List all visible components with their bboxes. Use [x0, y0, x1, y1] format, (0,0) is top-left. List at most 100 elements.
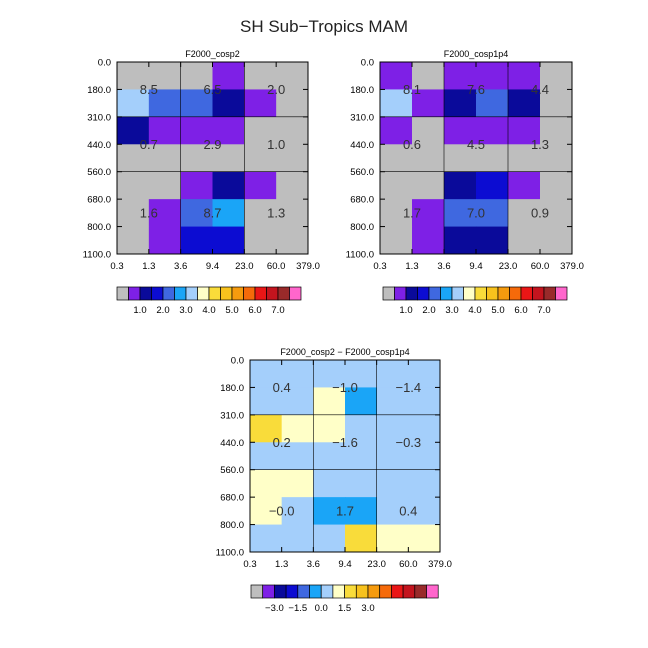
heatmap-cell [412, 116, 445, 145]
colorbar-swatch [162, 286, 175, 301]
heatmap-cell [117, 226, 150, 255]
heatmap-cell [380, 144, 413, 173]
colorbar-label: 4.0 [202, 305, 215, 316]
heatmap-cell [180, 171, 213, 200]
colorbar-swatch [355, 584, 369, 599]
colorbar-swatch [394, 286, 407, 301]
colorbar-swatch [332, 584, 345, 599]
x-tick-label: 23.0 [367, 559, 386, 570]
box-value-label: 0.7 [140, 137, 158, 152]
colorbar-swatch [379, 584, 392, 599]
colorbar-label: 7.0 [271, 305, 284, 316]
colorbar-swatch [440, 286, 453, 301]
heatmap-cell [476, 144, 509, 173]
box-value-label: 8.1 [403, 82, 421, 97]
colorbar-label: 5.0 [225, 305, 238, 316]
colorbar-swatch [414, 584, 427, 599]
heatmap-cell [281, 524, 314, 553]
box-value-label: 0.4 [399, 503, 417, 518]
colorbar-swatch [391, 584, 404, 599]
heatmap-cell [117, 171, 150, 200]
y-tick-label: 800.0 [220, 520, 244, 531]
heatmap-cell [508, 226, 541, 255]
heatmap-cell [444, 62, 477, 90]
box-value-label: 1.3 [531, 137, 549, 152]
heatmap-cell [476, 89, 509, 118]
colorbar-swatch [266, 286, 279, 301]
heatmap-cell [244, 144, 277, 173]
colorbar-swatch [116, 286, 129, 301]
colorbar-swatch [285, 584, 299, 599]
heatmap-cell [345, 442, 378, 471]
heatmap-cell [412, 144, 445, 173]
x-tick-label: 23.0 [499, 261, 518, 272]
heatmap-cell [380, 199, 413, 227]
colorbar-cosp1p4: 1.0 2.0 3.0 4.0 5.0 6.0 7.0 [382, 286, 568, 316]
heatmap-cell [244, 226, 277, 255]
box-value-label: 8.5 [140, 82, 158, 97]
heatmap-cell [380, 89, 413, 118]
heatmap-cell [250, 414, 283, 443]
heatmap-cell [313, 469, 346, 498]
heatmap-cell [540, 171, 573, 200]
heatmap-panel-cosp1p4: 0.0180.0310.0440.0560.0680.0800.01100.00… [346, 49, 584, 272]
colorbar-swatch [277, 286, 290, 301]
colorbar-label: 3.0 [445, 305, 458, 316]
y-tick-label: 680.0 [220, 493, 244, 504]
colorbar-swatch [555, 286, 568, 301]
heatmap-cell [508, 62, 541, 90]
colorbar-swatch [289, 286, 302, 301]
colorbar-swatch [231, 286, 244, 301]
y-tick-label: 0.0 [231, 356, 244, 367]
colorbar-swatch [463, 286, 476, 301]
heatmap-cell [276, 144, 309, 173]
heatmap-cell [180, 226, 213, 255]
heatmap-cell [250, 469, 283, 498]
heatmap-cell [212, 199, 245, 227]
heatmap-cell [376, 360, 409, 388]
heatmap-cell [345, 469, 378, 498]
heatmap-cell [117, 199, 150, 227]
colorbar-swatch [367, 584, 381, 599]
heatmap-cell [148, 199, 182, 227]
heatmap-cell [508, 89, 541, 118]
heatmap-cell [408, 414, 441, 443]
heatmap-cell [408, 469, 441, 498]
colorbar-cosp2: 1.0 2.0 3.0 4.0 5.0 6.0 7.0 [116, 286, 302, 316]
heatmap-cell [380, 171, 413, 200]
x-tick-label: 60.0 [531, 261, 550, 272]
heatmap-cell [148, 89, 182, 118]
colorbar-label: 7.0 [537, 305, 550, 316]
heatmap-cell [380, 116, 413, 145]
heatmap-cell [281, 360, 314, 388]
y-tick-label: 0.0 [361, 58, 374, 69]
colorbar-label: 2.0 [156, 305, 169, 316]
heatmap-cell [408, 387, 441, 416]
heatmap-cell [476, 116, 509, 145]
colorbar-swatch [344, 584, 357, 599]
heatmap-cell [540, 62, 573, 90]
y-tick-label: 180.0 [87, 85, 111, 96]
heatmap-cell [412, 226, 445, 255]
heatmap-cell [376, 442, 409, 471]
heatmap-cell [212, 226, 245, 255]
box-value-label: 7.6 [467, 82, 485, 97]
heatmap-cell [444, 144, 477, 173]
colorbar-swatch [320, 584, 334, 599]
box-value-label: 2.9 [203, 137, 221, 152]
heatmap-cell [540, 89, 573, 118]
x-tick-label: 0.3 [243, 559, 256, 570]
colorbar-swatch [405, 286, 418, 301]
y-tick-label: 0.0 [98, 58, 111, 69]
heatmap-cell [212, 62, 245, 90]
heatmap-cell [408, 497, 441, 525]
heatmap-cell [281, 414, 314, 443]
heatmap-cell [345, 524, 378, 553]
heatmap-cell [540, 116, 573, 145]
heatmap-cell [281, 497, 314, 525]
colorbar-swatch [417, 286, 430, 301]
heatmap-cell [250, 387, 283, 416]
colorbar-swatch [474, 286, 487, 301]
x-tick-label: 379.0 [428, 559, 452, 570]
heatmap-cell [212, 89, 245, 118]
